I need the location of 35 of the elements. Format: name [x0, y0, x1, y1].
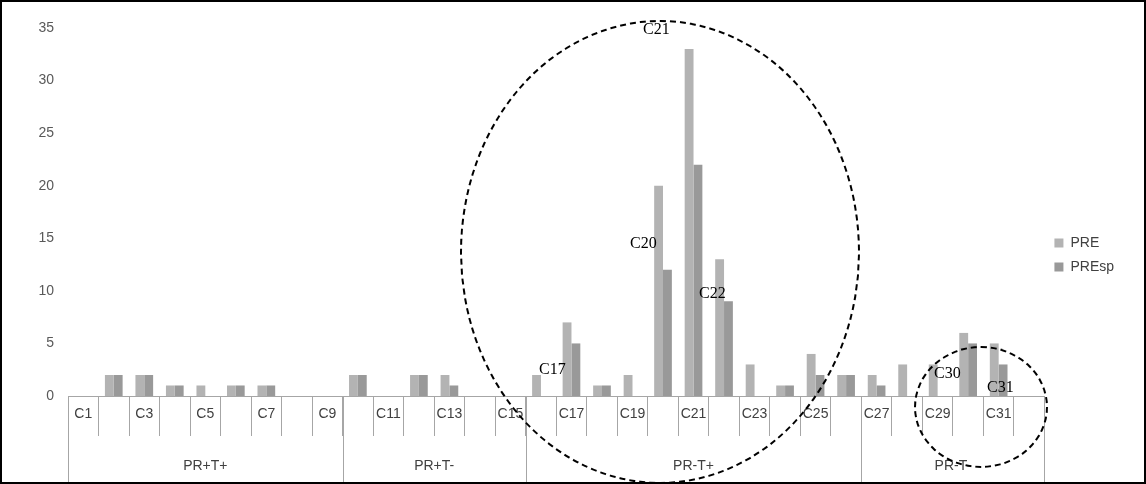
- x-tick-label: C29: [924, 405, 951, 422]
- annotation: C20: [630, 234, 657, 252]
- x-tick-label: C13: [436, 405, 463, 422]
- y-tick-label: 5: [46, 334, 55, 351]
- x-tick-label: C31: [985, 405, 1012, 422]
- x-tick-label: C7: [257, 405, 276, 422]
- annotation: C30: [934, 364, 961, 382]
- y-tick-label: 15: [38, 229, 55, 246]
- x-tick-label: C21: [680, 405, 707, 422]
- y-tick-label: 30: [38, 71, 55, 88]
- x-tick-label: C11: [376, 405, 401, 422]
- legend-label: PRE: [1070, 233, 1100, 250]
- x-tick-label: C27: [863, 405, 890, 422]
- y-tick-label: 0: [46, 386, 55, 403]
- text: PR+T-: [414, 456, 455, 473]
- x-tick-label: C3: [135, 405, 154, 422]
- y-tick-label: 25: [38, 124, 55, 140]
- x-tick-label: C23: [741, 405, 768, 422]
- text: PR-T+: [673, 456, 714, 473]
- annotation: C21: [643, 20, 670, 38]
- x-tick-label: C17: [558, 405, 585, 422]
- annotation: C22: [699, 284, 726, 302]
- x-tick-label: C9: [318, 405, 337, 422]
- y-tick-label: 10: [38, 281, 55, 298]
- annotation: C31: [987, 378, 1014, 396]
- legend-label: PREsp: [1070, 257, 1115, 274]
- y-tick-label: 20: [38, 176, 55, 193]
- x-tick-label: C1: [74, 405, 93, 422]
- x-tick-label: C5: [196, 405, 215, 422]
- annotation: C17: [539, 360, 566, 378]
- x-tick-label: C19: [619, 405, 646, 422]
- y-tick-label: 35: [38, 18, 55, 35]
- x-tick-label: C25: [802, 405, 829, 422]
- text: PR+T+: [183, 456, 228, 473]
- x-tick-label: C15: [497, 405, 524, 422]
